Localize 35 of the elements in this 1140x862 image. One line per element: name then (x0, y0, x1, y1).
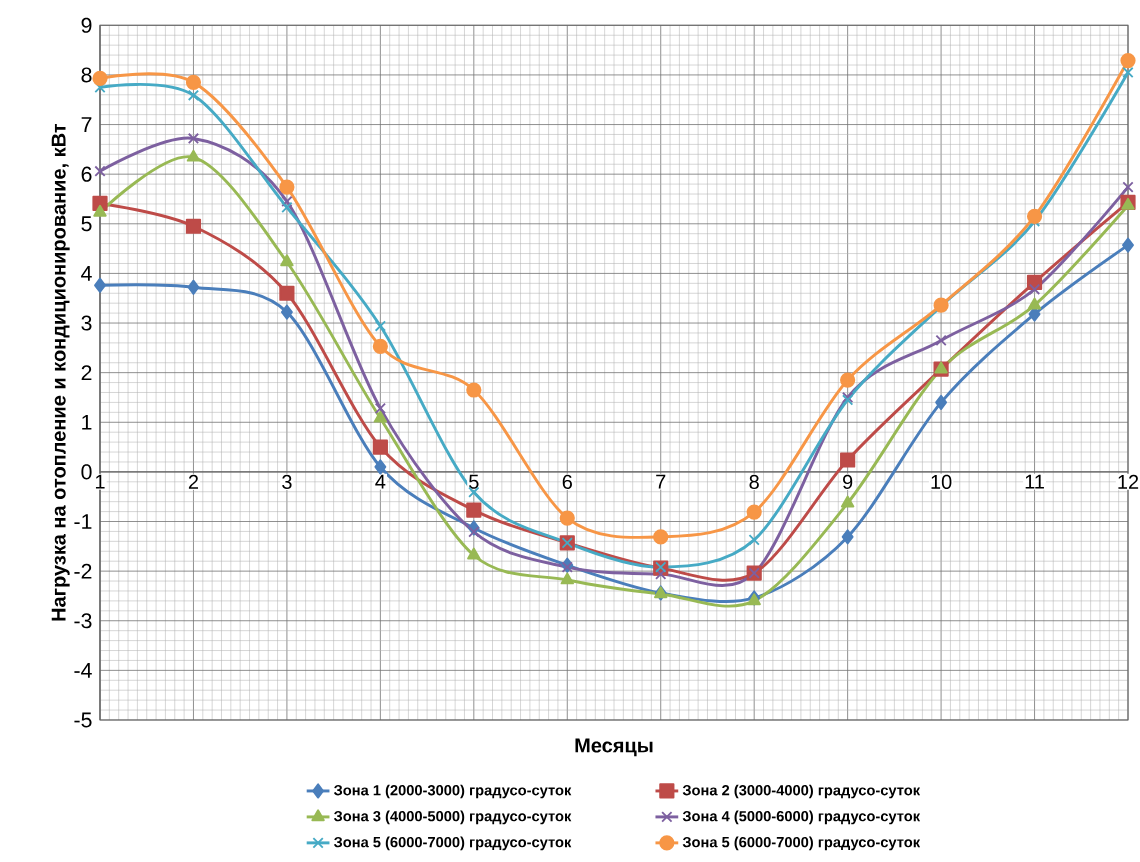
x-tick-label: 1 (95, 474, 105, 489)
y-tick-label: 5 (81, 216, 92, 232)
y-tick-label: 8 (81, 67, 92, 83)
x-tick-label: 2 (188, 474, 199, 489)
legend-label: Зона 5 (6000-7000) градусо-суток (333, 836, 572, 851)
x-tick-label: 9 (843, 474, 853, 489)
y-axis-title: Нагрузка на отопление и кондиционирование, кВт (51, 123, 70, 621)
y-tick-label: 3 (81, 315, 92, 331)
x-tick-label: 3 (282, 474, 292, 489)
x-tick-label: 5 (469, 474, 479, 489)
y-tick-label: 7 (81, 117, 92, 132)
x-tick-label: 12 (1118, 474, 1139, 489)
legend-label: Зона 2 (3000-4000) градусо-суток (682, 784, 921, 799)
y-tick-label: 6 (81, 166, 92, 182)
legend-label: Зона 1 (2000-3000) градусо-суток (333, 784, 572, 799)
x-axis-title: Месяцы (575, 738, 653, 757)
x-tick-label: 7 (656, 474, 666, 489)
legend-label: Зона 3 (4000-5000) градусо-суток (333, 810, 572, 825)
y-tick-label: -2 (74, 563, 92, 579)
x-tick-label: 11 (1025, 474, 1044, 489)
legend-label: Зона 4 (5000-6000) градусо-суток (682, 810, 921, 825)
y-tick-label: 4 (81, 266, 92, 281)
y-tick-label: 2 (81, 365, 92, 381)
y-tick-label: 1 (82, 414, 92, 430)
x-tick-label: 4 (375, 474, 386, 489)
y-tick-label: -5 (74, 712, 92, 728)
x-tick-label: 8 (749, 474, 759, 489)
legend-label: Зона 5 (6000-7000) градусо-суток (682, 836, 921, 851)
x-tick-label: 6 (562, 474, 572, 489)
y-tick-label: 0 (81, 464, 92, 480)
y-tick-label: -3 (74, 613, 92, 629)
y-tick-label: -1 (74, 514, 92, 529)
x-tick-label: 10 (931, 474, 952, 489)
y-tick-label: -4 (74, 663, 92, 678)
y-tick-label: 9 (81, 17, 92, 33)
